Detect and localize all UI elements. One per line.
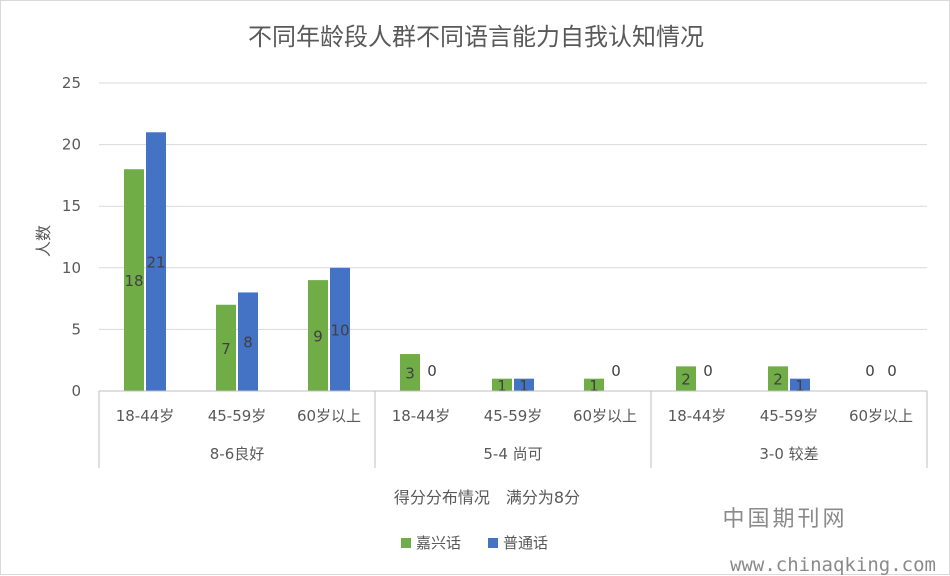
data-label: 3 (405, 365, 415, 383)
legend-swatch (488, 538, 498, 548)
x-group-label: 8-6良好 (210, 445, 265, 463)
bar-jiaxing (676, 366, 696, 391)
legend-entry: 普通话 (503, 534, 548, 552)
x-category-label: 60岁以上 (849, 407, 913, 425)
y-tick-label: 25 (62, 74, 81, 92)
watermark-text: 中国期刊网 (722, 507, 847, 532)
x-category-label: 18-44岁 (668, 407, 727, 425)
bar-putonghua (514, 378, 534, 391)
data-label: 1 (589, 377, 599, 395)
data-label: 18 (124, 272, 143, 290)
y-tick-label: 0 (71, 382, 81, 400)
x-group-label: 3-0 较差 (759, 445, 818, 463)
x-category-label: 45-59岁 (208, 407, 267, 425)
data-label: 8 (243, 334, 253, 352)
bar-putonghua (330, 267, 350, 391)
bar-putonghua (790, 378, 810, 391)
y-tick-label: 10 (62, 259, 81, 277)
data-label: 1 (519, 377, 529, 395)
x-axis: 18-44岁 45-59岁 60岁以上 18-44岁 45-59岁 60岁以上 18-44岁… (98, 390, 928, 468)
x-category-label: 18-44岁 (392, 407, 451, 425)
data-label: 0 (611, 362, 621, 380)
x-category-label: 45-59岁 (484, 407, 543, 425)
legend-entry: 嘉兴话 (416, 534, 461, 552)
data-label: 1 (795, 377, 805, 395)
bar-putonghua (238, 292, 258, 391)
data-label: 7 (221, 340, 231, 358)
legend-swatch (401, 538, 411, 548)
x-category-label: 60岁以上 (573, 407, 637, 425)
y-axis-title: 人数 (34, 225, 53, 257)
chart-title: 不同年龄段人群不同语言能力自我认知情况 (248, 23, 704, 51)
data-label: 21 (146, 254, 165, 272)
legend: 嘉兴话 普通话 (401, 534, 548, 552)
bar-jiaxing (216, 304, 236, 391)
data-label: 1 (497, 377, 507, 395)
data-label: 0 (865, 362, 875, 380)
bar-jiaxing (308, 280, 328, 391)
y-tick-label: 15 (62, 197, 81, 215)
x-group-label: 5-4 尚可 (483, 445, 542, 463)
data-label: 2 (681, 371, 691, 389)
bar-putonghua (146, 132, 166, 391)
data-label: 0 (703, 362, 713, 380)
x-category-label: 60岁以上 (297, 407, 361, 425)
x-category-label: 45-59岁 (760, 407, 819, 425)
x-category-label: 18-44岁 (116, 407, 175, 425)
data-label: 9 (313, 328, 323, 346)
data-label: 10 (330, 321, 349, 339)
y-axis-ticks: 0 5 10 15 20 25 (62, 74, 81, 400)
bar-jiaxing (124, 169, 144, 391)
y-tick-label: 5 (71, 320, 81, 338)
bar-jiaxing (768, 366, 788, 391)
y-tick-label: 20 (62, 136, 81, 154)
bar-jiaxing (400, 354, 420, 391)
data-label: 2 (773, 371, 783, 389)
x-axis-title: 得分分布情况 满分为8分 (394, 488, 580, 507)
data-label: 0 (427, 362, 437, 380)
bar-jiaxing (584, 378, 604, 391)
watermark-url: www.chinaqking.com (730, 554, 936, 576)
data-label: 0 (887, 362, 897, 380)
bars (124, 132, 810, 391)
bar-jiaxing (492, 378, 512, 391)
